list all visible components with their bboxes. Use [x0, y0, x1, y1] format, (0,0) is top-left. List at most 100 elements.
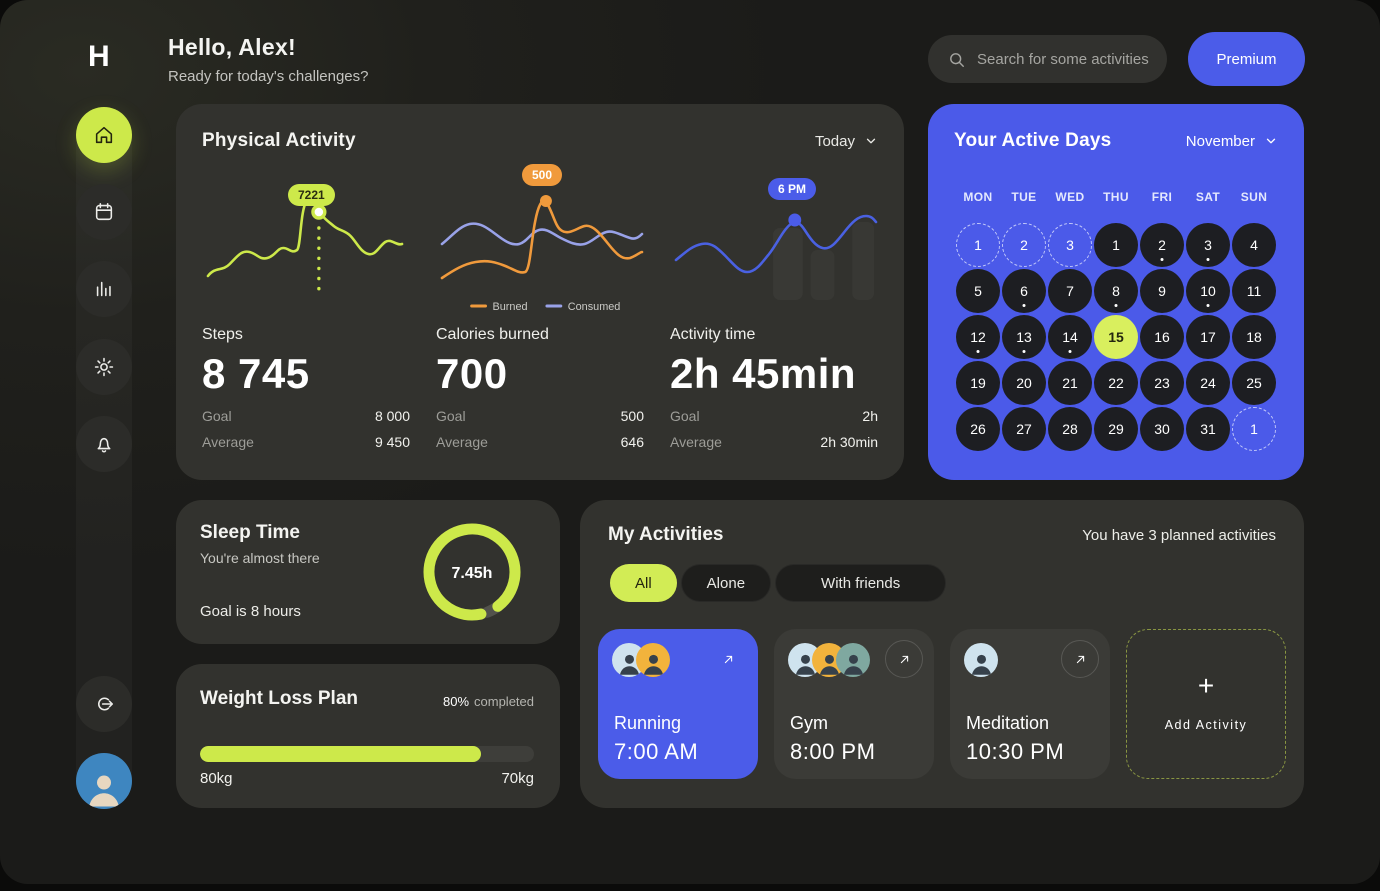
goal-label: Goal [670, 408, 700, 424]
calendar-day[interactable]: 2 [1140, 223, 1184, 267]
calendar-day[interactable]: 17 [1186, 315, 1230, 359]
calendar-day[interactable]: 10 [1186, 269, 1230, 313]
average-label: Average [202, 434, 254, 450]
open-activity-button[interactable] [885, 640, 923, 678]
calendar-day[interactable]: 3 [1048, 223, 1092, 267]
calendar-day[interactable]: 18 [1232, 315, 1276, 359]
calendar-grid: 1 2 3 1 2 3 4 5 6 7 8 9 10 11 12 13 14 15 16 17 18 19 20 21 22 23… [955, 222, 1277, 452]
calories-sparkline: Burned Consumed 500 [436, 164, 644, 316]
search-icon [947, 50, 966, 69]
calendar-day-selected[interactable]: 15 [1094, 315, 1138, 359]
greeting-title: Hello, Alex! [168, 34, 296, 60]
add-activity-card[interactable]: + Add Activity [1126, 629, 1286, 779]
average-value: 646 [620, 434, 644, 450]
search-input[interactable]: Search for some activities [928, 35, 1167, 83]
planned-activities-text: You have 3 planned activities [1082, 527, 1276, 544]
tab-with-friends[interactable]: With friends [775, 564, 947, 602]
calendar-day[interactable]: 1 [956, 223, 1000, 267]
open-activity-button[interactable] [709, 640, 747, 678]
activity-card-running[interactable]: Running 7:00 AM [598, 629, 758, 779]
calendar-day[interactable]: 8 [1094, 269, 1138, 313]
sidebar-item-calendar[interactable] [76, 184, 132, 240]
metric-value: 700 [436, 350, 508, 397]
calendar-day[interactable]: 1 [1094, 223, 1138, 267]
calories-peak-badge: 500 [522, 164, 563, 186]
sidebar-item-logout[interactable] [76, 676, 132, 732]
sidebar-item-stats[interactable] [76, 261, 132, 317]
activity-time-sparkline: 6 PM [670, 164, 878, 316]
calendar-day[interactable]: 24 [1186, 361, 1230, 405]
my-activities-title: My Activities [608, 524, 724, 545]
sleep-goal-text: Goal is 8 hours [200, 603, 301, 620]
sleep-title: Sleep Time [200, 522, 300, 543]
sidebar-item-settings[interactable] [76, 339, 132, 395]
activity-card-meditation[interactable]: Meditation 10:30 PM [950, 629, 1110, 779]
calendar-day[interactable]: 5 [956, 269, 1000, 313]
calendar-day[interactable]: 23 [1140, 361, 1184, 405]
weight-card: Weight Loss Plan 80% completed 80kg 70kg [176, 664, 560, 808]
weight-percent: 80% [442, 694, 470, 709]
calendar-day[interactable]: 4 [1232, 223, 1276, 267]
arrow-up-right-icon [721, 652, 736, 667]
calendar-day[interactable]: 7 [1048, 269, 1092, 313]
calendar-day[interactable]: 19 [956, 361, 1000, 405]
calendar-day[interactable]: 27 [1002, 407, 1046, 451]
open-activity-button[interactable] [1061, 640, 1099, 678]
weekday-header: TUE [1011, 190, 1037, 204]
calendar-day[interactable]: 20 [1002, 361, 1046, 405]
metric-name: Steps [202, 326, 243, 343]
tab-all[interactable]: All [610, 564, 677, 602]
calendar-day[interactable]: 31 [1186, 407, 1230, 451]
physical-activity-card: Physical Activity Today 7221 [176, 104, 904, 480]
user-avatar[interactable] [76, 753, 132, 809]
premium-button[interactable]: Premium [1188, 32, 1305, 86]
calendar-day[interactable]: 11 [1232, 269, 1276, 313]
calendar-day[interactable]: 14 [1048, 315, 1092, 359]
calendar-day[interactable]: 21 [1048, 361, 1092, 405]
sleep-card: Sleep Time You're almost there Goal is 8… [176, 500, 560, 644]
weight-progress-fill [200, 746, 481, 762]
active-days-title: Your Active Days [954, 130, 1112, 151]
calories-metric: Burned Consumed 500 Calories burned 700 … [436, 164, 644, 450]
greeting-block: Hello, Alex! Ready for today's challenge… [168, 34, 369, 85]
sidebar-item-home[interactable] [76, 107, 132, 163]
tab-alone[interactable]: Alone [680, 564, 772, 602]
calendar-day[interactable]: 6 [1002, 269, 1046, 313]
activity-dot [1068, 350, 1072, 353]
participant-avatar [636, 643, 670, 677]
search-placeholder: Search for some activities [977, 50, 1149, 68]
goal-value: 8 000 [374, 408, 410, 424]
calendar-day[interactable]: 30 [1140, 407, 1184, 451]
calendar-day[interactable]: 25 [1232, 361, 1276, 405]
calendar-day[interactable]: 13 [1002, 315, 1046, 359]
activity-card-gym[interactable]: Gym 8:00 PM [774, 629, 934, 779]
calendar-day[interactable]: 12 [956, 315, 1000, 359]
calendar-day[interactable]: 2 [1002, 223, 1046, 267]
sidebar-item-bell[interactable] [76, 416, 132, 472]
calendar-day[interactable]: 29 [1094, 407, 1138, 451]
metric-value: 8 745 [202, 350, 310, 397]
settings-icon [93, 356, 115, 378]
weight-completed: 80% completed [443, 694, 534, 709]
weight-completed-word: completed [474, 694, 534, 709]
calendar-day[interactable]: 9 [1140, 269, 1184, 313]
calendar-day[interactable]: 1 [1232, 407, 1276, 451]
legend-burned: Burned [492, 301, 527, 313]
goal-label: Goal [436, 408, 466, 424]
sleep-subtitle: You're almost there [200, 550, 320, 566]
average-value: 9 450 [374, 434, 410, 450]
month-dropdown[interactable]: November [1186, 133, 1278, 150]
participant-avatar [964, 643, 998, 677]
steps-peak-badge: 7221 [288, 184, 335, 206]
weekday-header: MON [963, 190, 993, 204]
calendar-day[interactable]: 22 [1094, 361, 1138, 405]
chevron-down-icon [864, 134, 878, 148]
period-dropdown[interactable]: Today [815, 133, 878, 150]
calendar-day[interactable]: 3 [1186, 223, 1230, 267]
calendar-day[interactable]: 26 [956, 407, 1000, 451]
weekday-header: SUN [1240, 190, 1268, 204]
calendar-icon [93, 201, 115, 223]
calendar-day[interactable]: 28 [1048, 407, 1092, 451]
calendar-day[interactable]: 16 [1140, 315, 1184, 359]
